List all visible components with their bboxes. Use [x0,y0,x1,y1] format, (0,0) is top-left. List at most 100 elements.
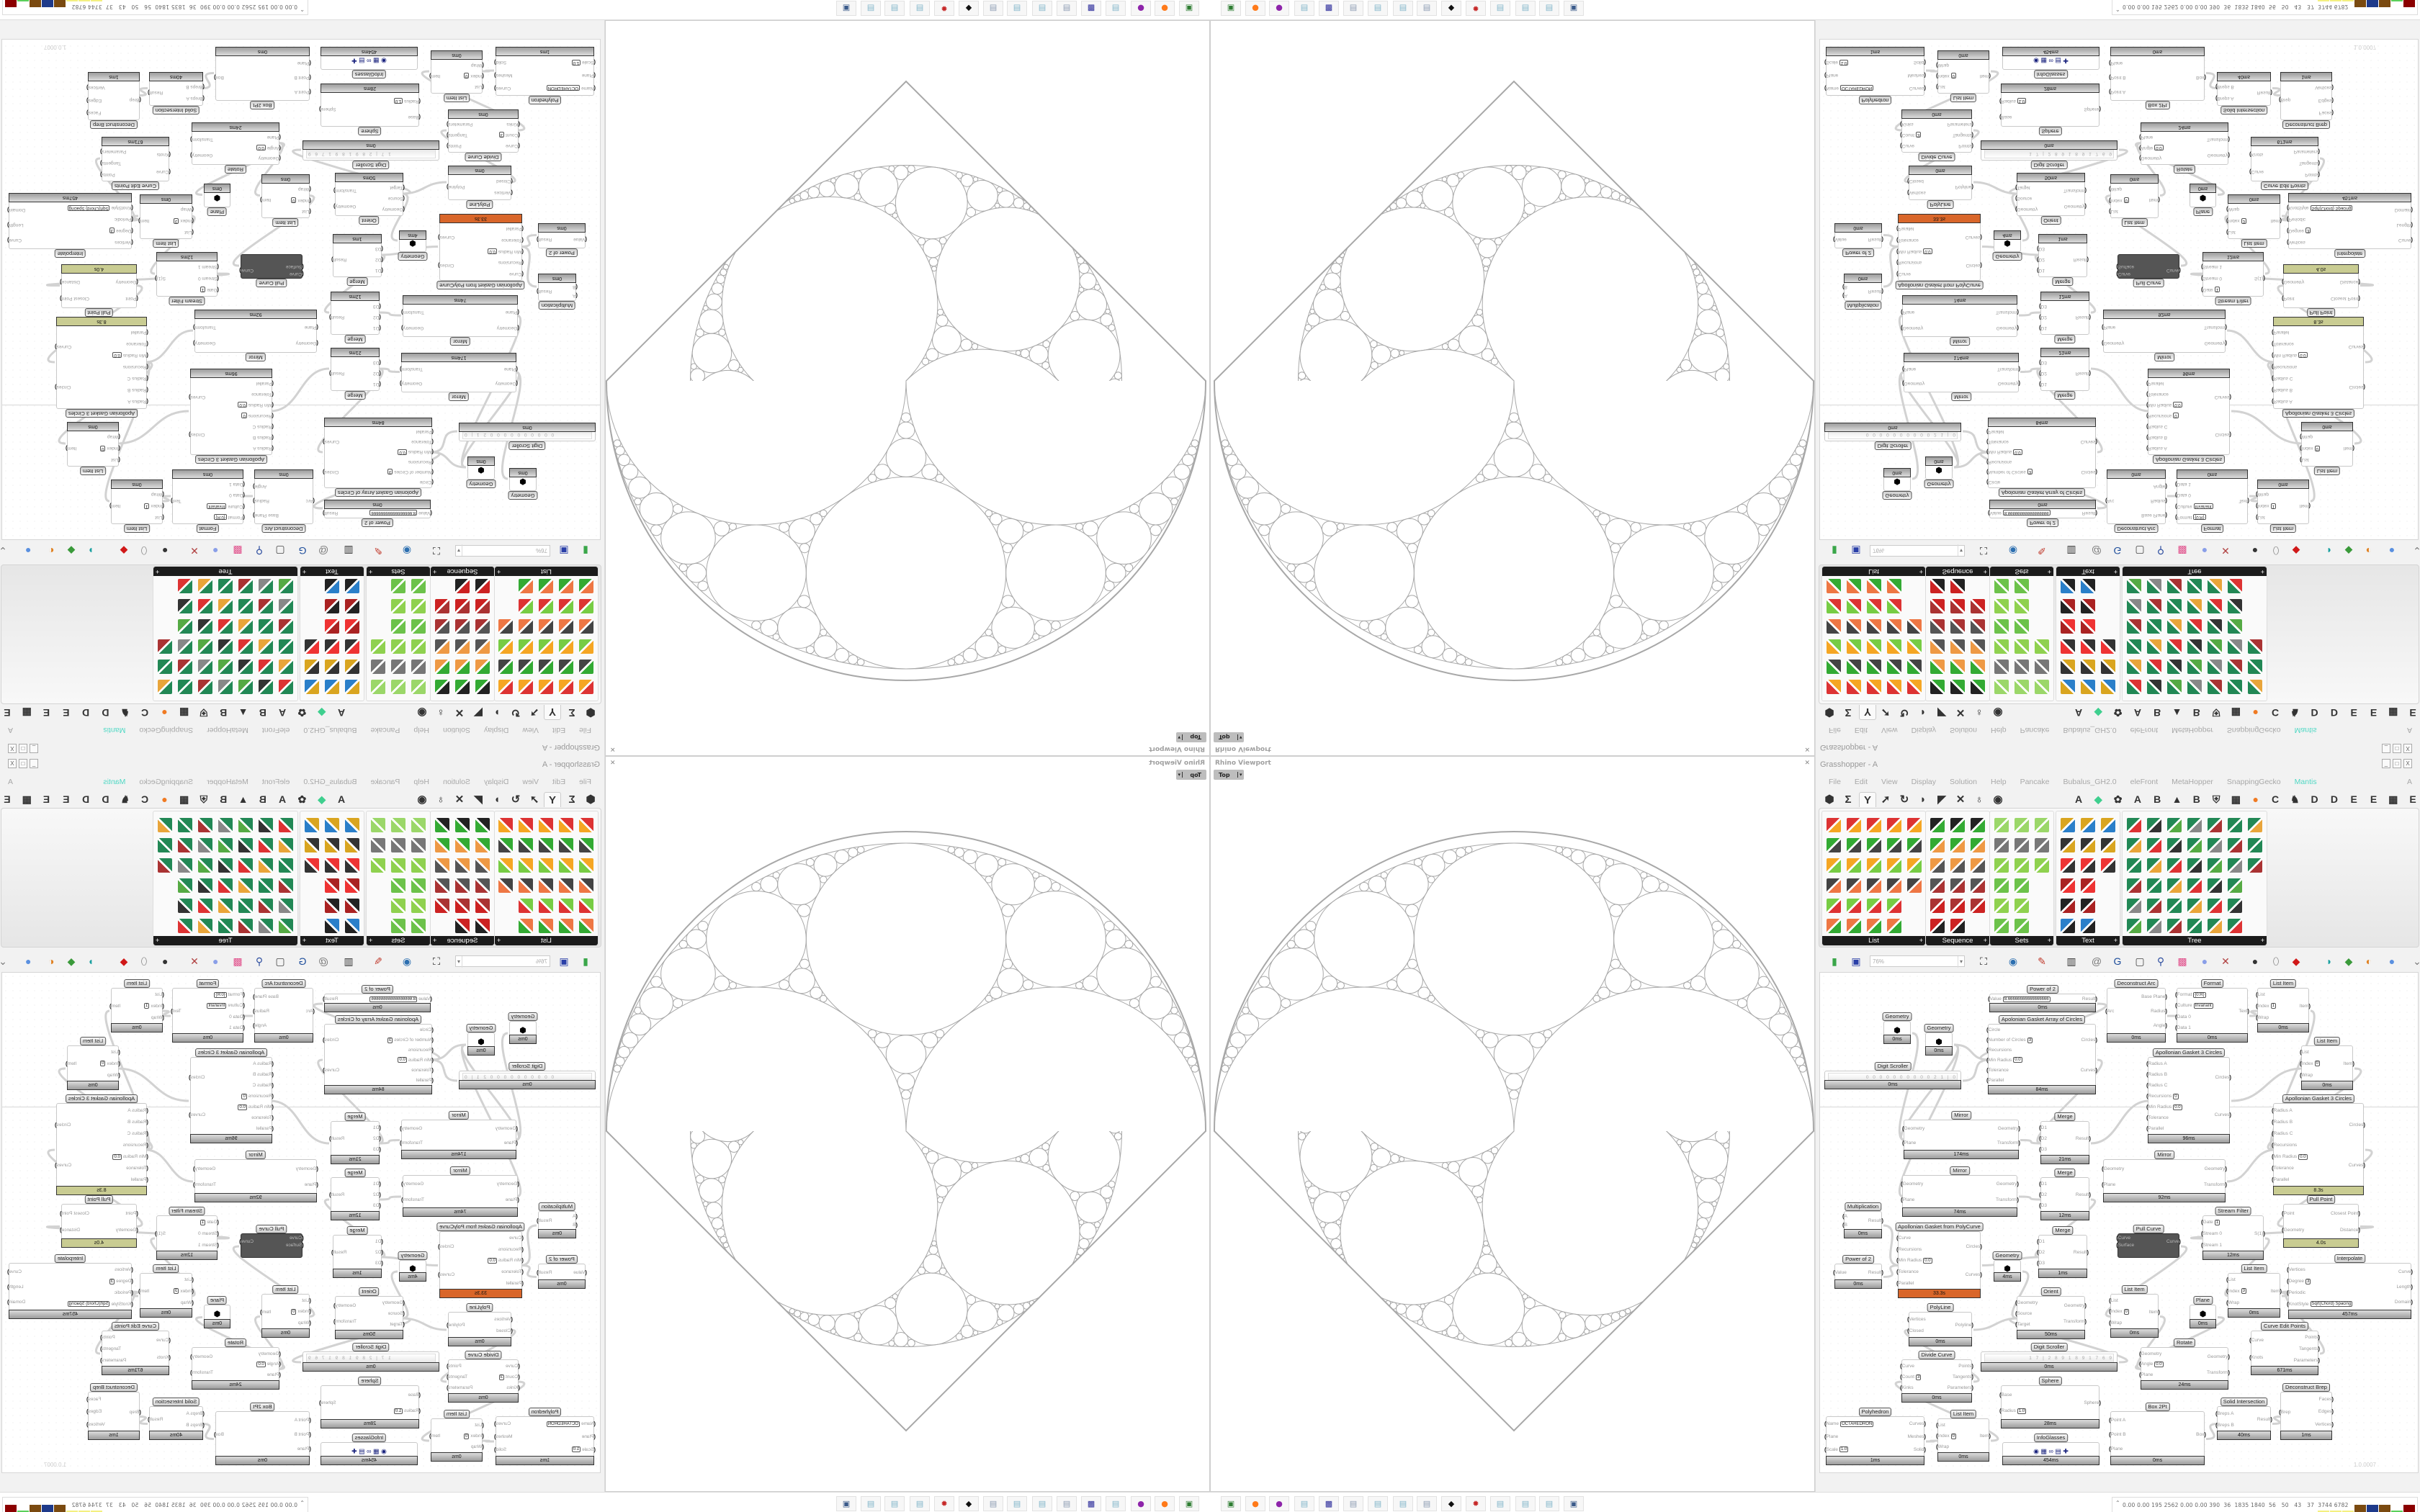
port-value-field[interactable]: 3 [2241,217,2246,224]
plugin-icon[interactable]: ▥ [2066,955,2076,967]
output-port[interactable]: Circles) [1966,1243,1982,1250]
maximize-button[interactable]: □ [19,759,27,768]
component-icon[interactable] [2147,660,2161,674]
port-grip[interactable]: ( [521,1279,524,1287]
component-icon[interactable] [1971,899,1985,913]
component-icon[interactable] [2081,878,2095,893]
port-value-field[interactable]: 1.0 [2017,98,2027,104]
puzzle-tab-icon[interactable]: ✿ [297,793,307,805]
component-icon[interactable] [455,599,470,613]
firefox-icon[interactable]: ● [1155,1496,1175,1511]
component-icon[interactable] [2081,619,2095,634]
component-icon[interactable] [455,660,470,674]
input-port[interactable]: (Parallel [1986,1077,2033,1084]
output-port[interactable]: Geometry) [401,325,424,331]
output-port[interactable]: Curves) [55,1162,71,1169]
output-port[interactable]: Transform) [2207,1369,2230,1376]
leaf-tab-icon[interactable]: ◆ [318,707,326,719]
rhino-viewport[interactable]: Rhino Viewport Top ▾ ✕ [1210,20,1815,756]
input-port[interactable]: (Stream 0 [198,1230,219,1237]
gha-icon[interactable]: G [298,545,307,557]
component-icon[interactable] [2127,619,2141,634]
output-port[interactable]: Transform) [2063,1318,2087,1325]
zoom-extents-icon[interactable]: ⛶ [1980,545,1987,557]
port-grip[interactable]: ( [2139,1372,2141,1379]
component-icon[interactable] [455,878,470,893]
input-port[interactable]: (Parallel [2272,1176,2308,1183]
port-grip[interactable]: ( [2300,1071,2302,1079]
port-grip[interactable]: ) [1971,1374,1973,1380]
component-icon[interactable] [1827,818,1841,832]
port-grip[interactable]: ) [1971,1363,1973,1369]
component-icon[interactable] [371,838,385,852]
port-grip[interactable]: ) [537,1218,539,1224]
port-grip[interactable]: ( [381,256,383,263]
component-icon[interactable] [1930,838,1945,852]
port-value-field[interactable]: 1 [2270,503,2276,509]
component-icon[interactable] [559,680,573,694]
component-icon[interactable] [345,899,359,913]
output-port[interactable]: Result) [2257,90,2272,96]
port-grip[interactable]: ( [521,248,524,255]
output-port[interactable]: Curves) [1966,234,1982,240]
port-grip[interactable]: ) [253,1007,255,1014]
port-grip[interactable]: ) [537,236,539,243]
port-grip[interactable]: ) [329,1135,331,1142]
port-grip[interactable]: ( [136,279,138,285]
node-stream-filter[interactable]: Stream Filter(Gate 1(Stream 0(Stream 1 S(1… [155,252,219,305]
component-icon[interactable] [498,660,513,674]
component-icon[interactable] [198,838,212,852]
port-grip[interactable]: ( [309,1319,311,1326]
port-grip[interactable]: ( [313,498,315,504]
view-dropdown[interactable]: Top ▾ [1176,770,1206,780]
port-grip[interactable]: ) [447,1322,449,1328]
port-grip[interactable]: ) [2095,510,2097,516]
menu-item-view[interactable]: View [522,726,539,734]
input-port[interactable]: (Culture Invariant [207,503,245,510]
component-icon[interactable] [559,619,573,634]
input-port[interactable]: (Breps B [2215,84,2234,91]
package-icon[interactable]: ▩ [233,545,243,557]
output-port[interactable]: Item) [66,1061,76,1067]
component-icon[interactable] [1994,599,2009,613]
red-gear-icon[interactable]: ✹ [1466,1496,1486,1511]
component-icon[interactable] [198,680,212,694]
node-geometry[interactable]: Geometry ⬢ 0ms [1882,468,1912,500]
port-grip[interactable]: ( [217,286,219,293]
port-value-field[interactable]: 3 [2241,1288,2246,1295]
node-apolonian-gasket-array-of-circles[interactable]: Apolonian Gasket Array of Circles(Circle… [323,418,434,497]
node-geometry[interactable]: Geometry ⬢ 0ms [508,468,538,500]
input-port[interactable]: (Radius B [2272,387,2308,393]
port-grip[interactable]: ( [1999,1408,2002,1415]
component-icon[interactable] [498,838,513,852]
port-grip[interactable]: ( [272,1125,274,1132]
port-grip[interactable]: ( [2039,1125,2041,1131]
port-grip[interactable]: ( [146,1130,148,1137]
port-grip[interactable]: ( [146,398,148,405]
node-rotate[interactable]: Rotate(Geometry(Angle 0.0(Plane Geometry) T… [190,122,281,174]
node-curve-edit-points[interactable]: Curve Edit Points(Curve(Knots Points) Tang… [100,137,171,190]
input-port[interactable]: (Stream 0 [198,275,219,282]
wire[interactable] [317,367,384,454]
input-port[interactable]: (Index 3 [174,217,194,224]
port-grip[interactable]: ) [2411,222,2413,228]
component-icon[interactable] [2127,838,2141,852]
plugin-tab-b[interactable]: B [259,707,266,719]
menu-item-display[interactable]: Display [483,726,509,734]
rooster-tab-icon[interactable]: ♞ [120,707,130,719]
port-grip[interactable]: ( [2249,1337,2251,1344]
port-grip[interactable]: ) [2095,1066,2097,1074]
curve-tab-icon[interactable]: ↻ [511,706,521,719]
port-grip[interactable]: ( [381,1249,383,1256]
port-grip[interactable]: ) [2318,171,2320,178]
node-merge[interactable]: Merge(D1(D2(D3 Result) 21ms [2039,1112,2091,1164]
output-port[interactable]: Curve) [239,1238,254,1245]
menu-item-a[interactable]: A [2406,778,2412,786]
port-grip[interactable]: ) [189,1112,191,1119]
port-grip[interactable]: ( [162,1002,164,1009]
plugin-tab-a[interactable]: A [2074,793,2083,805]
component-icon[interactable] [2187,660,2202,674]
port-grip[interactable]: ( [2256,991,2258,999]
port-grip[interactable]: ( [379,1181,381,1187]
node-list-item[interactable]: List Item(List(Index 0(Wrap Item) 0ms [66,1037,120,1090]
